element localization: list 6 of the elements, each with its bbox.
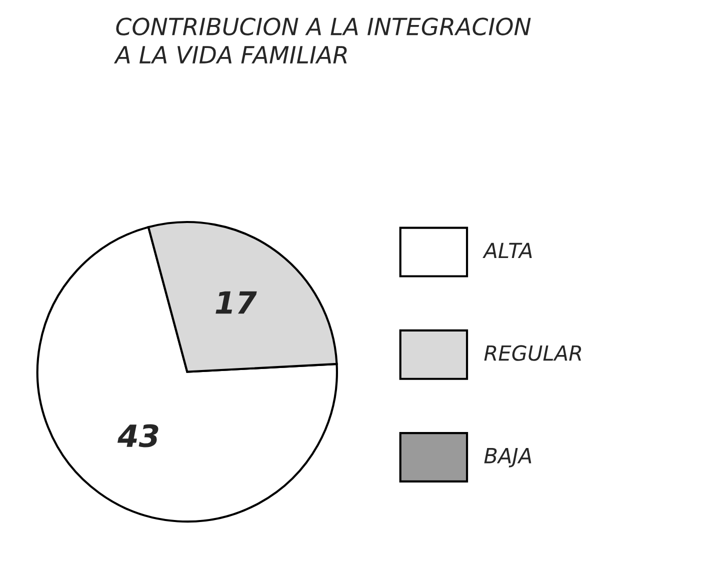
chart-title: CONTRIBUCION A LA INTEGRACION A LA VIDA FAMILIAR bbox=[114, 18, 531, 64]
data-label: 43 bbox=[117, 424, 158, 448]
legend-label: ALTA bbox=[482, 242, 532, 258]
legend-label: REGULAR bbox=[484, 345, 582, 361]
legend-label: BAJA bbox=[484, 448, 532, 468]
data-label: 17 bbox=[216, 291, 257, 314]
